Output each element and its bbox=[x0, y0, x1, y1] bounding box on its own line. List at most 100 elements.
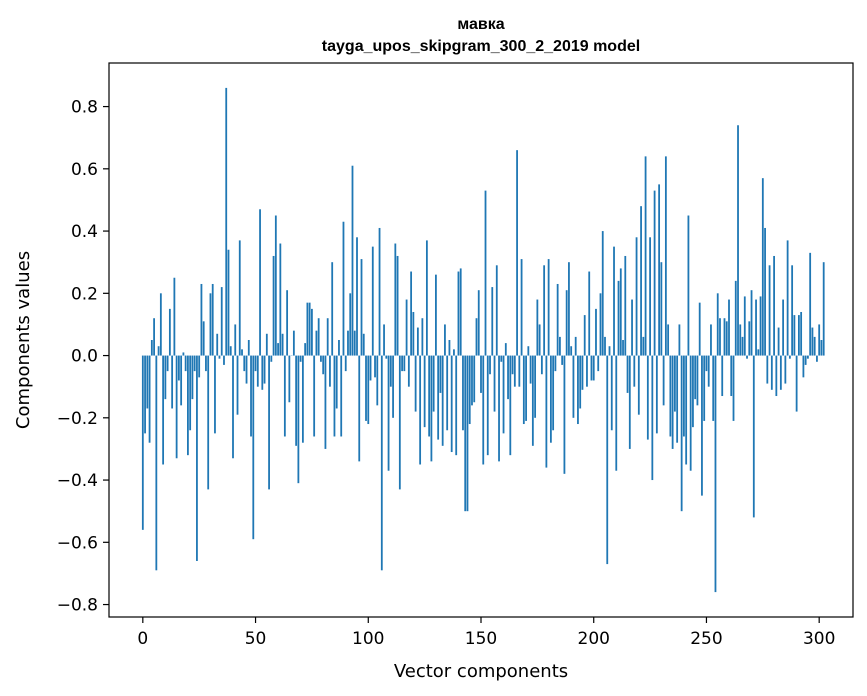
bar bbox=[592, 355, 595, 381]
bar bbox=[748, 321, 751, 356]
bar bbox=[809, 252, 812, 356]
bar bbox=[669, 355, 672, 437]
plot-frame bbox=[108, 62, 854, 618]
bar bbox=[816, 355, 818, 362]
bar bbox=[716, 293, 719, 356]
bar bbox=[164, 355, 167, 400]
bar bbox=[283, 355, 286, 437]
bar bbox=[207, 355, 210, 490]
bar bbox=[159, 293, 162, 356]
bar bbox=[274, 215, 277, 356]
bar bbox=[597, 355, 600, 372]
bar bbox=[800, 311, 803, 356]
y-tick-label: 0.8 bbox=[71, 98, 98, 118]
bar bbox=[694, 355, 697, 400]
bar bbox=[773, 255, 775, 356]
bar bbox=[254, 355, 257, 372]
bar bbox=[746, 355, 748, 359]
bar bbox=[444, 324, 446, 356]
bar bbox=[750, 290, 753, 356]
bar bbox=[698, 302, 701, 356]
bar bbox=[782, 299, 785, 356]
bar bbox=[344, 355, 347, 372]
bar bbox=[150, 340, 153, 356]
bar bbox=[394, 243, 397, 356]
bar bbox=[202, 321, 205, 356]
bar bbox=[214, 355, 216, 434]
bar bbox=[631, 299, 633, 356]
bar bbox=[466, 355, 469, 512]
bar bbox=[511, 355, 514, 375]
bar bbox=[236, 355, 239, 415]
bar bbox=[626, 355, 629, 393]
bar bbox=[349, 293, 352, 356]
bar bbox=[604, 336, 606, 356]
bar bbox=[723, 318, 726, 356]
bar bbox=[761, 178, 764, 356]
bar bbox=[554, 355, 557, 372]
bar bbox=[209, 293, 212, 356]
bar bbox=[223, 355, 225, 365]
bar bbox=[752, 355, 755, 518]
bar bbox=[606, 355, 609, 565]
bar bbox=[329, 355, 331, 387]
bar bbox=[448, 340, 451, 356]
bar bbox=[205, 355, 207, 372]
bar bbox=[561, 355, 564, 365]
bar bbox=[369, 355, 372, 381]
bar bbox=[250, 355, 252, 437]
bar bbox=[701, 355, 703, 496]
bar bbox=[660, 262, 663, 356]
bar bbox=[595, 308, 597, 356]
bar bbox=[570, 346, 573, 356]
bar bbox=[187, 355, 189, 456]
bar bbox=[518, 355, 521, 387]
bar bbox=[777, 327, 780, 356]
y-tick-label: 0.6 bbox=[71, 160, 98, 180]
bar bbox=[362, 333, 365, 356]
bar bbox=[721, 355, 724, 397]
bar bbox=[486, 355, 489, 456]
bar bbox=[385, 355, 388, 359]
bar bbox=[459, 268, 462, 356]
bar bbox=[543, 265, 546, 356]
bar bbox=[232, 355, 234, 459]
bar bbox=[680, 355, 683, 512]
bar bbox=[200, 283, 203, 356]
bar bbox=[529, 355, 532, 384]
bar bbox=[673, 355, 676, 412]
bar bbox=[633, 355, 636, 387]
bar bbox=[141, 355, 144, 530]
bar bbox=[536, 299, 539, 356]
bar bbox=[261, 355, 264, 390]
bar bbox=[705, 355, 708, 372]
bar bbox=[766, 355, 769, 384]
bar bbox=[574, 336, 577, 356]
bar bbox=[435, 274, 437, 356]
bar bbox=[692, 355, 694, 428]
bar bbox=[500, 355, 503, 362]
bar bbox=[617, 280, 620, 356]
bar bbox=[146, 355, 149, 409]
bar bbox=[317, 318, 320, 356]
bar bbox=[412, 311, 415, 356]
bar bbox=[743, 296, 746, 356]
x-axis-label: Vector components bbox=[394, 661, 568, 682]
bar bbox=[193, 355, 196, 372]
bar bbox=[281, 333, 284, 356]
bar bbox=[419, 355, 422, 465]
bar bbox=[710, 324, 712, 356]
y-tick-label: −0.2 bbox=[57, 409, 98, 429]
y-tick-label: 0.2 bbox=[71, 284, 98, 304]
bar bbox=[685, 355, 688, 465]
bar bbox=[640, 206, 642, 356]
bar bbox=[446, 355, 449, 431]
bar bbox=[153, 318, 155, 356]
bar bbox=[759, 296, 762, 356]
bar bbox=[196, 355, 198, 561]
bar bbox=[326, 318, 329, 356]
bar bbox=[403, 355, 406, 372]
bar bbox=[653, 190, 656, 356]
bar bbox=[513, 355, 516, 387]
